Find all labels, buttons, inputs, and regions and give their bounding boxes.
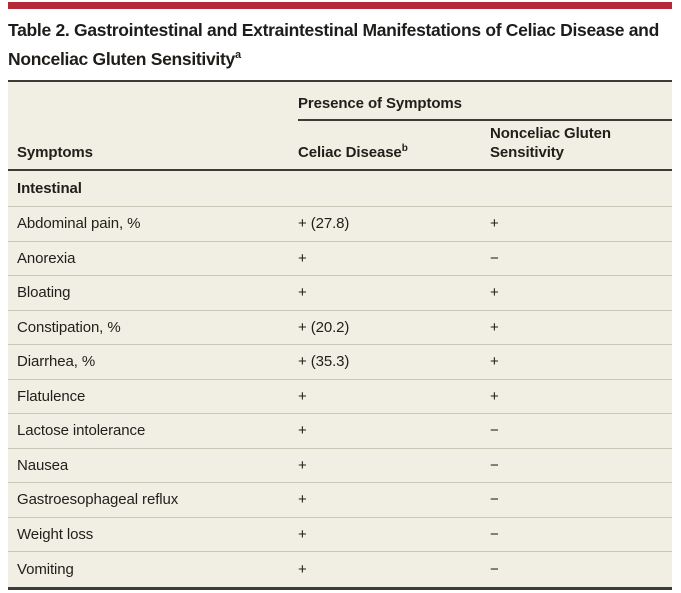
nonceliac-gluten-sensitivity-cell: +	[490, 318, 499, 336]
symptom-cell: Gastroesophageal reflux	[17, 491, 179, 509]
symptom-cell: Flatulence	[17, 387, 86, 405]
table-row: Nausea + −	[8, 449, 672, 483]
symptom-cell: Abdominal pain, %	[17, 215, 141, 233]
table-row: Abdominal pain, % + (27.8) +	[8, 207, 672, 242]
column-header-celiac-disease: Celiac Diseaseb	[298, 143, 408, 162]
nonceliac-gluten-sensitivity-cell: −	[490, 422, 499, 440]
nonceliac-gluten-sensitivity-cell: −	[490, 249, 499, 267]
celiac-disease-cell: + (35.3)	[298, 353, 350, 371]
nonceliac-gluten-sensitivity-cell: +	[490, 215, 499, 233]
table-row: Anorexia + −	[8, 242, 672, 276]
celiac-disease-cell: +	[298, 525, 307, 543]
symptom-cell: Weight loss	[17, 525, 94, 543]
nonceliac-gluten-sensitivity-cell: +	[490, 284, 499, 302]
celiac-disease-cell: +	[298, 560, 307, 578]
symptom-cell: Vomiting	[17, 560, 74, 578]
celiac-disease-cell: +	[298, 422, 307, 440]
nonceliac-gluten-sensitivity-cell: −	[490, 525, 499, 543]
column-header-nonceliac-gluten-sensitivity: Nonceliac Gluten Sensitivity	[490, 125, 611, 161]
celiac-disease-cell: +	[298, 387, 307, 405]
table-row: Gastroesophageal reflux + −	[8, 483, 672, 518]
nonceliac-gluten-sensitivity-cell: −	[490, 491, 499, 509]
nonceliac-gluten-sensitivity-cell: −	[490, 560, 499, 578]
nonceliac-gluten-sensitivity-cell: +	[490, 353, 499, 371]
celiac-disease-cell: +	[298, 456, 307, 474]
column-group-header: Presence of Symptoms	[298, 95, 672, 121]
column-group-header-row: Presence of Symptoms	[8, 82, 672, 121]
table-title-text: Table 2. Gastrointestinal and Extraintes…	[8, 20, 659, 69]
title-rule	[8, 80, 672, 82]
celiac-disease-cell: +	[298, 491, 307, 509]
symptom-cell: Anorexia	[17, 249, 76, 267]
symptom-cell: Lactose intolerance	[17, 422, 146, 440]
accent-bar	[8, 2, 672, 9]
symptom-cell: Constipation, %	[17, 318, 121, 336]
table-title: Table 2. Gastrointestinal and Extraintes…	[8, 16, 668, 74]
celiac-disease-cell: +	[298, 284, 307, 302]
celiac-disease-cell: +	[298, 249, 307, 267]
table-row: Lactose intolerance + −	[8, 414, 672, 449]
table-row: Diarrhea, % + (35.3) +	[8, 345, 672, 380]
table-row: Flatulence + +	[8, 380, 672, 414]
table-row: Constipation, % + (20.2) +	[8, 311, 672, 345]
table-title-footnote-marker: a	[234, 49, 241, 62]
celiac-disease-cell: + (20.2)	[298, 318, 350, 336]
celiac-disease-footnote-marker: b	[401, 143, 408, 154]
table-row: Vomiting + −	[8, 552, 672, 587]
symptom-cell: Nausea	[17, 456, 69, 474]
manifestations-table: Presence of Symptoms Symptoms Celiac Dis…	[8, 82, 672, 590]
table-row: Bloating + +	[8, 276, 672, 311]
nonceliac-gluten-sensitivity-cell: +	[490, 387, 499, 405]
nonceliac-gluten-sensitivity-cell: −	[490, 456, 499, 474]
symptom-cell: Diarrhea, %	[17, 353, 96, 371]
column-header-row: Symptoms Celiac Diseaseb Nonceliac Glute…	[8, 121, 672, 171]
section-header-intestinal: Intestinal	[8, 171, 672, 207]
symptom-cell: Bloating	[17, 284, 71, 302]
column-header-symptoms: Symptoms	[17, 144, 93, 161]
table-row: Weight loss + −	[8, 518, 672, 552]
celiac-disease-cell: + (27.8)	[298, 215, 350, 233]
